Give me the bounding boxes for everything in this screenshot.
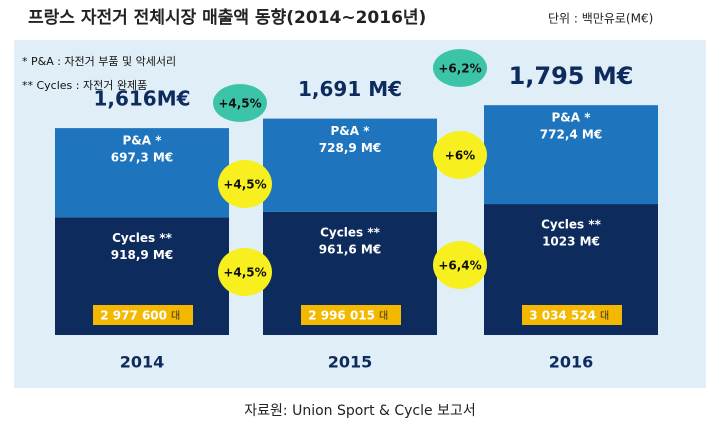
- x-tick-label: 2014: [120, 353, 165, 372]
- segment-name: P&A *: [552, 111, 592, 125]
- source: 자료원: Union Sport & Cycle 보고서: [244, 403, 475, 419]
- total-label: 1,616M€: [93, 87, 190, 111]
- growth-label: +6%: [445, 149, 475, 163]
- segment-name: Cycles **: [112, 231, 173, 245]
- bar-segment: [55, 128, 229, 218]
- units-unit: 대: [600, 310, 609, 322]
- growth-label: +6,4%: [438, 259, 481, 273]
- units-label: 3 034 524: [529, 309, 596, 323]
- value-label: 961,6 M€: [319, 242, 381, 256]
- growth-label: +4,5%: [218, 97, 261, 111]
- growth-bubble: [218, 160, 272, 208]
- units-box: [301, 305, 401, 325]
- unit-note: 단위 : 백만유로(M€): [548, 12, 653, 26]
- value-label: 918,9 M€: [111, 248, 173, 262]
- note: ** Cycles : 자전거 완제품: [22, 79, 147, 92]
- growth-bubble: [433, 241, 487, 289]
- value-label: 728,9 M€: [319, 141, 381, 155]
- growth-bubble: [433, 49, 487, 87]
- segment-name: P&A *: [331, 124, 371, 138]
- units-label: 2 996 015: [308, 309, 375, 323]
- growth-label: +6,2%: [438, 62, 481, 76]
- x-tick-label: 2015: [328, 353, 373, 372]
- total-label: 1,795 M€: [509, 62, 634, 90]
- units-unit: 대: [171, 310, 180, 322]
- units-box: [93, 305, 193, 325]
- units-label: 2 977 600: [100, 309, 167, 323]
- growth-bubble: [218, 248, 272, 296]
- growth-bubble: [433, 131, 487, 179]
- value-label: 1023 M€: [542, 235, 600, 249]
- chart-title: 프랑스 자전거 전체시장 매출액 동향(2014~2016년): [28, 7, 426, 28]
- growth-bubble: [213, 84, 267, 122]
- units-unit: 대: [379, 310, 388, 322]
- total-label: 1,691 M€: [298, 77, 402, 101]
- bar-segment: [484, 105, 658, 205]
- value-label: 697,3 M€: [111, 151, 173, 165]
- growth-label: +4,5%: [223, 266, 266, 280]
- value-label: 772,4 M€: [540, 128, 602, 142]
- note: * P&A : 자전거 부품 및 악세서리: [22, 55, 176, 68]
- segment-name: P&A *: [123, 134, 163, 148]
- segment-name: Cycles **: [320, 225, 381, 239]
- bar-segment: [263, 118, 437, 212]
- growth-label: +4,5%: [223, 178, 266, 192]
- x-tick-label: 2016: [549, 353, 594, 372]
- segment-name: Cycles **: [541, 218, 602, 232]
- units-box: [522, 305, 622, 325]
